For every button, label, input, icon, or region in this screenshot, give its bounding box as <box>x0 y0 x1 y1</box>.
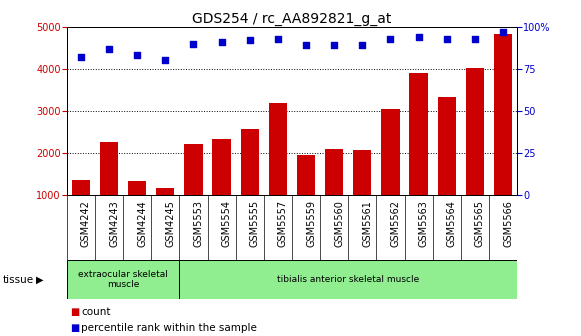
FancyBboxPatch shape <box>67 260 180 299</box>
Text: extraocular skeletal
muscle: extraocular skeletal muscle <box>78 270 168 289</box>
Point <box>414 34 423 40</box>
Bar <box>325 149 343 237</box>
Text: GSM5557: GSM5557 <box>278 200 288 247</box>
Text: GSM5553: GSM5553 <box>193 200 203 247</box>
Text: tibialis anterior skeletal muscle: tibialis anterior skeletal muscle <box>277 275 419 284</box>
Bar <box>353 150 371 237</box>
Point <box>273 36 282 41</box>
Text: GSM5555: GSM5555 <box>250 200 260 247</box>
Text: GSM5566: GSM5566 <box>503 200 513 247</box>
Text: GSM5560: GSM5560 <box>334 200 344 247</box>
Bar <box>494 34 512 237</box>
Text: count: count <box>81 307 111 317</box>
Bar <box>184 144 203 237</box>
Point <box>161 58 170 63</box>
Bar <box>269 103 287 237</box>
Title: GDS254 / rc_AA892821_g_at: GDS254 / rc_AA892821_g_at <box>192 12 392 26</box>
Point <box>189 41 198 46</box>
FancyBboxPatch shape <box>180 260 517 299</box>
Text: ■: ■ <box>70 307 79 317</box>
Bar <box>213 139 231 237</box>
Bar <box>466 68 484 237</box>
Point <box>358 43 367 48</box>
Point <box>442 36 451 41</box>
Point <box>217 39 226 45</box>
Bar <box>410 73 428 237</box>
Bar <box>381 109 400 237</box>
Text: GSM5561: GSM5561 <box>363 200 372 247</box>
Text: ▶: ▶ <box>36 275 43 285</box>
Point <box>76 54 85 60</box>
Point <box>132 53 142 58</box>
Text: GSM5563: GSM5563 <box>418 200 429 247</box>
Text: tissue: tissue <box>3 275 34 285</box>
Text: GSM5564: GSM5564 <box>447 200 457 247</box>
Point <box>470 36 479 41</box>
Text: ■: ■ <box>70 323 79 333</box>
Point <box>386 36 395 41</box>
Bar <box>128 181 146 237</box>
Text: GSM5554: GSM5554 <box>221 200 232 247</box>
Text: GSM4245: GSM4245 <box>166 200 175 247</box>
Text: GSM5562: GSM5562 <box>390 200 400 247</box>
Text: GSM4243: GSM4243 <box>109 200 119 247</box>
Text: GSM4242: GSM4242 <box>81 200 91 247</box>
Text: GSM5559: GSM5559 <box>306 200 316 247</box>
Bar <box>297 155 315 237</box>
Bar <box>437 97 456 237</box>
Point <box>105 46 114 51</box>
Text: GSM4244: GSM4244 <box>137 200 147 247</box>
Point <box>498 29 508 35</box>
Bar <box>71 180 90 237</box>
Point <box>245 38 254 43</box>
Bar <box>241 129 259 237</box>
Bar <box>156 188 174 237</box>
Point <box>329 43 339 48</box>
Point <box>302 43 311 48</box>
Bar <box>100 141 118 237</box>
Text: GSM5565: GSM5565 <box>475 200 485 247</box>
Text: percentile rank within the sample: percentile rank within the sample <box>81 323 257 333</box>
